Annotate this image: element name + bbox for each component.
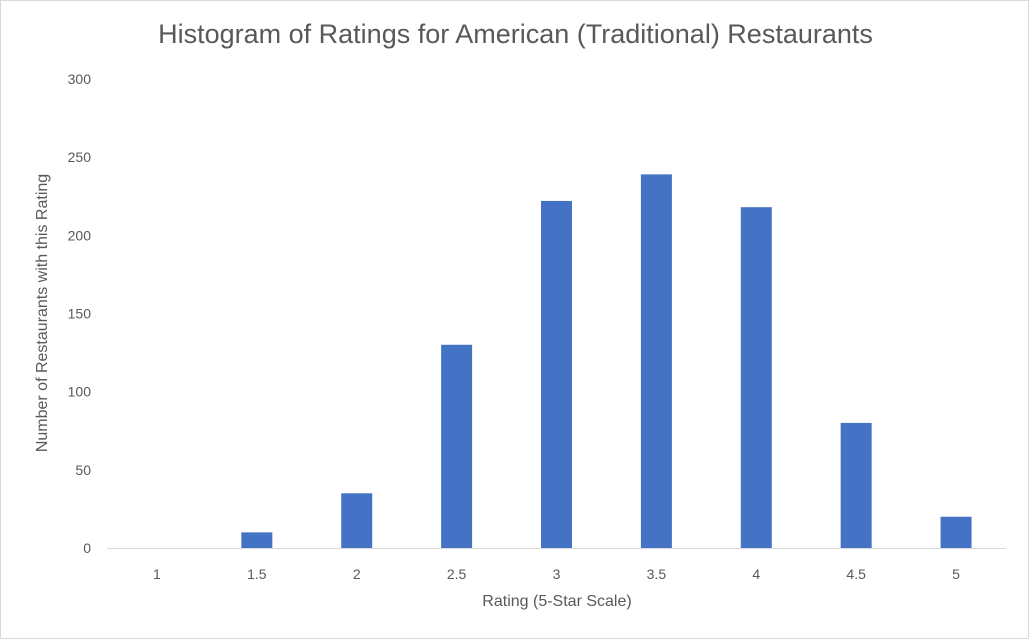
x-tick-label: 3.5 [647, 566, 667, 582]
y-tick-label: 250 [68, 149, 92, 165]
bar-4 [740, 207, 772, 548]
x-tick-label: 1.5 [247, 566, 267, 582]
y-tick-label: 150 [68, 306, 92, 322]
bar-4.5 [840, 422, 872, 548]
x-tick-label: 1 [153, 566, 161, 582]
x-tick-label: 5 [952, 566, 960, 582]
y-tick-label: 50 [75, 462, 91, 478]
x-tick-label: 4 [752, 566, 760, 582]
bar-3 [541, 200, 572, 548]
bar-3.5 [640, 174, 672, 548]
y-tick-label: 100 [68, 384, 92, 400]
x-axis-title: Rating (5-Star Scale) [482, 593, 632, 610]
y-tick-label: 200 [68, 227, 92, 243]
bar-1.5 [241, 532, 273, 548]
x-tick-label: 4.5 [846, 566, 866, 582]
bar-2.5 [441, 344, 473, 548]
bar-2 [341, 493, 373, 548]
chart-title: Histogram of Ratings for American (Tradi… [158, 19, 873, 49]
y-tick-label: 300 [68, 71, 92, 87]
y-tick-label: 0 [83, 540, 91, 556]
x-tick-label: 3 [553, 566, 561, 582]
x-tick-label: 2 [353, 566, 361, 582]
x-tick-label: 2.5 [447, 566, 467, 582]
bar-5 [940, 516, 972, 548]
